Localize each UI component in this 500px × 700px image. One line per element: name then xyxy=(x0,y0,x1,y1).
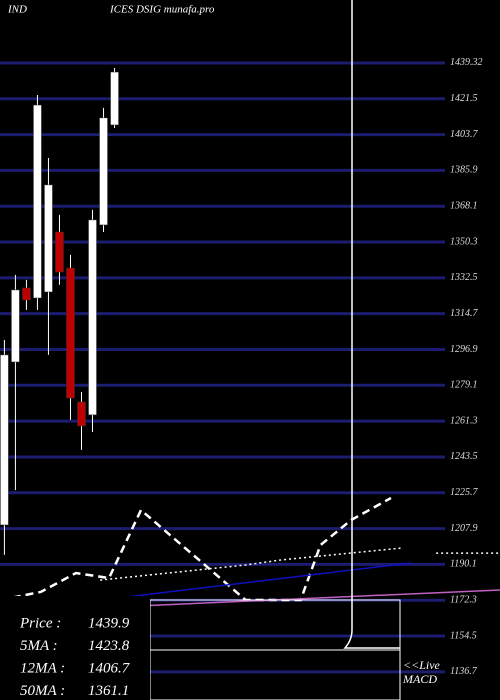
legend-value: 1406.7 xyxy=(88,660,131,676)
legend-value: 1423.8 xyxy=(88,638,130,654)
candle-body xyxy=(99,117,108,226)
y-tick-label: 1350.3 xyxy=(450,236,478,247)
candle-body xyxy=(0,354,9,526)
divider-line xyxy=(343,0,400,649)
title-left: IND xyxy=(7,4,27,16)
legend-label: 5MA : xyxy=(20,638,58,654)
candle-body xyxy=(88,219,97,416)
legend-value: 1361.1 xyxy=(88,683,129,699)
y-tick-label: 1439.32 xyxy=(450,57,483,68)
y-tick-label: 1190.1 xyxy=(450,559,477,570)
y-tick-label: 1172.3 xyxy=(450,594,477,605)
legend-label: Price : xyxy=(19,615,61,631)
y-tick-label: 1154.5 xyxy=(450,630,477,641)
y-tick-label: 1261.3 xyxy=(450,415,478,426)
title-right: ICES DSIG munafa.pro xyxy=(109,4,215,16)
legend: Price : 1439.9 5MA : 1423.8 12MA : 1406.7 50MA… xyxy=(19,615,131,699)
candles xyxy=(0,68,119,555)
candle-body xyxy=(66,267,75,399)
legend-label: 50MA : xyxy=(20,683,65,699)
y-tick-label: 1296.9 xyxy=(450,344,478,355)
y-tick-label: 1332.5 xyxy=(450,272,478,283)
y-tick-label: 1385.9 xyxy=(450,165,478,176)
panel-label: MACD xyxy=(402,672,437,686)
candle-body xyxy=(44,184,53,293)
ma-line xyxy=(0,496,392,602)
candle-body xyxy=(11,289,20,363)
candle-body xyxy=(55,231,64,273)
y-tick-label: 1403.7 xyxy=(450,129,479,140)
y-axis: 1439.32 1421.5 1403.7 1385.9 1368.1 1350.3 133… xyxy=(450,57,483,677)
legend-value: 1439.9 xyxy=(88,615,130,631)
candle-body xyxy=(22,287,31,301)
live-label: <<Live xyxy=(403,658,441,672)
candle-body xyxy=(33,104,42,299)
y-tick-label: 1207.9 xyxy=(450,523,478,534)
y-tick-label: 1368.1 xyxy=(450,201,478,212)
candle-body xyxy=(110,71,119,126)
y-tick-label: 1314.7 xyxy=(450,308,479,319)
y-tick-label: 1225.7 xyxy=(450,487,479,498)
legend-box xyxy=(0,596,150,700)
legend-label: 12MA : xyxy=(20,660,65,676)
candle-body xyxy=(77,401,86,427)
y-tick-label: 1243.5 xyxy=(450,451,478,462)
y-tick-label: 1421.5 xyxy=(450,93,478,104)
y-tick-label: 1136.7 xyxy=(450,666,478,677)
y-tick-label: 1279.1 xyxy=(450,380,478,391)
